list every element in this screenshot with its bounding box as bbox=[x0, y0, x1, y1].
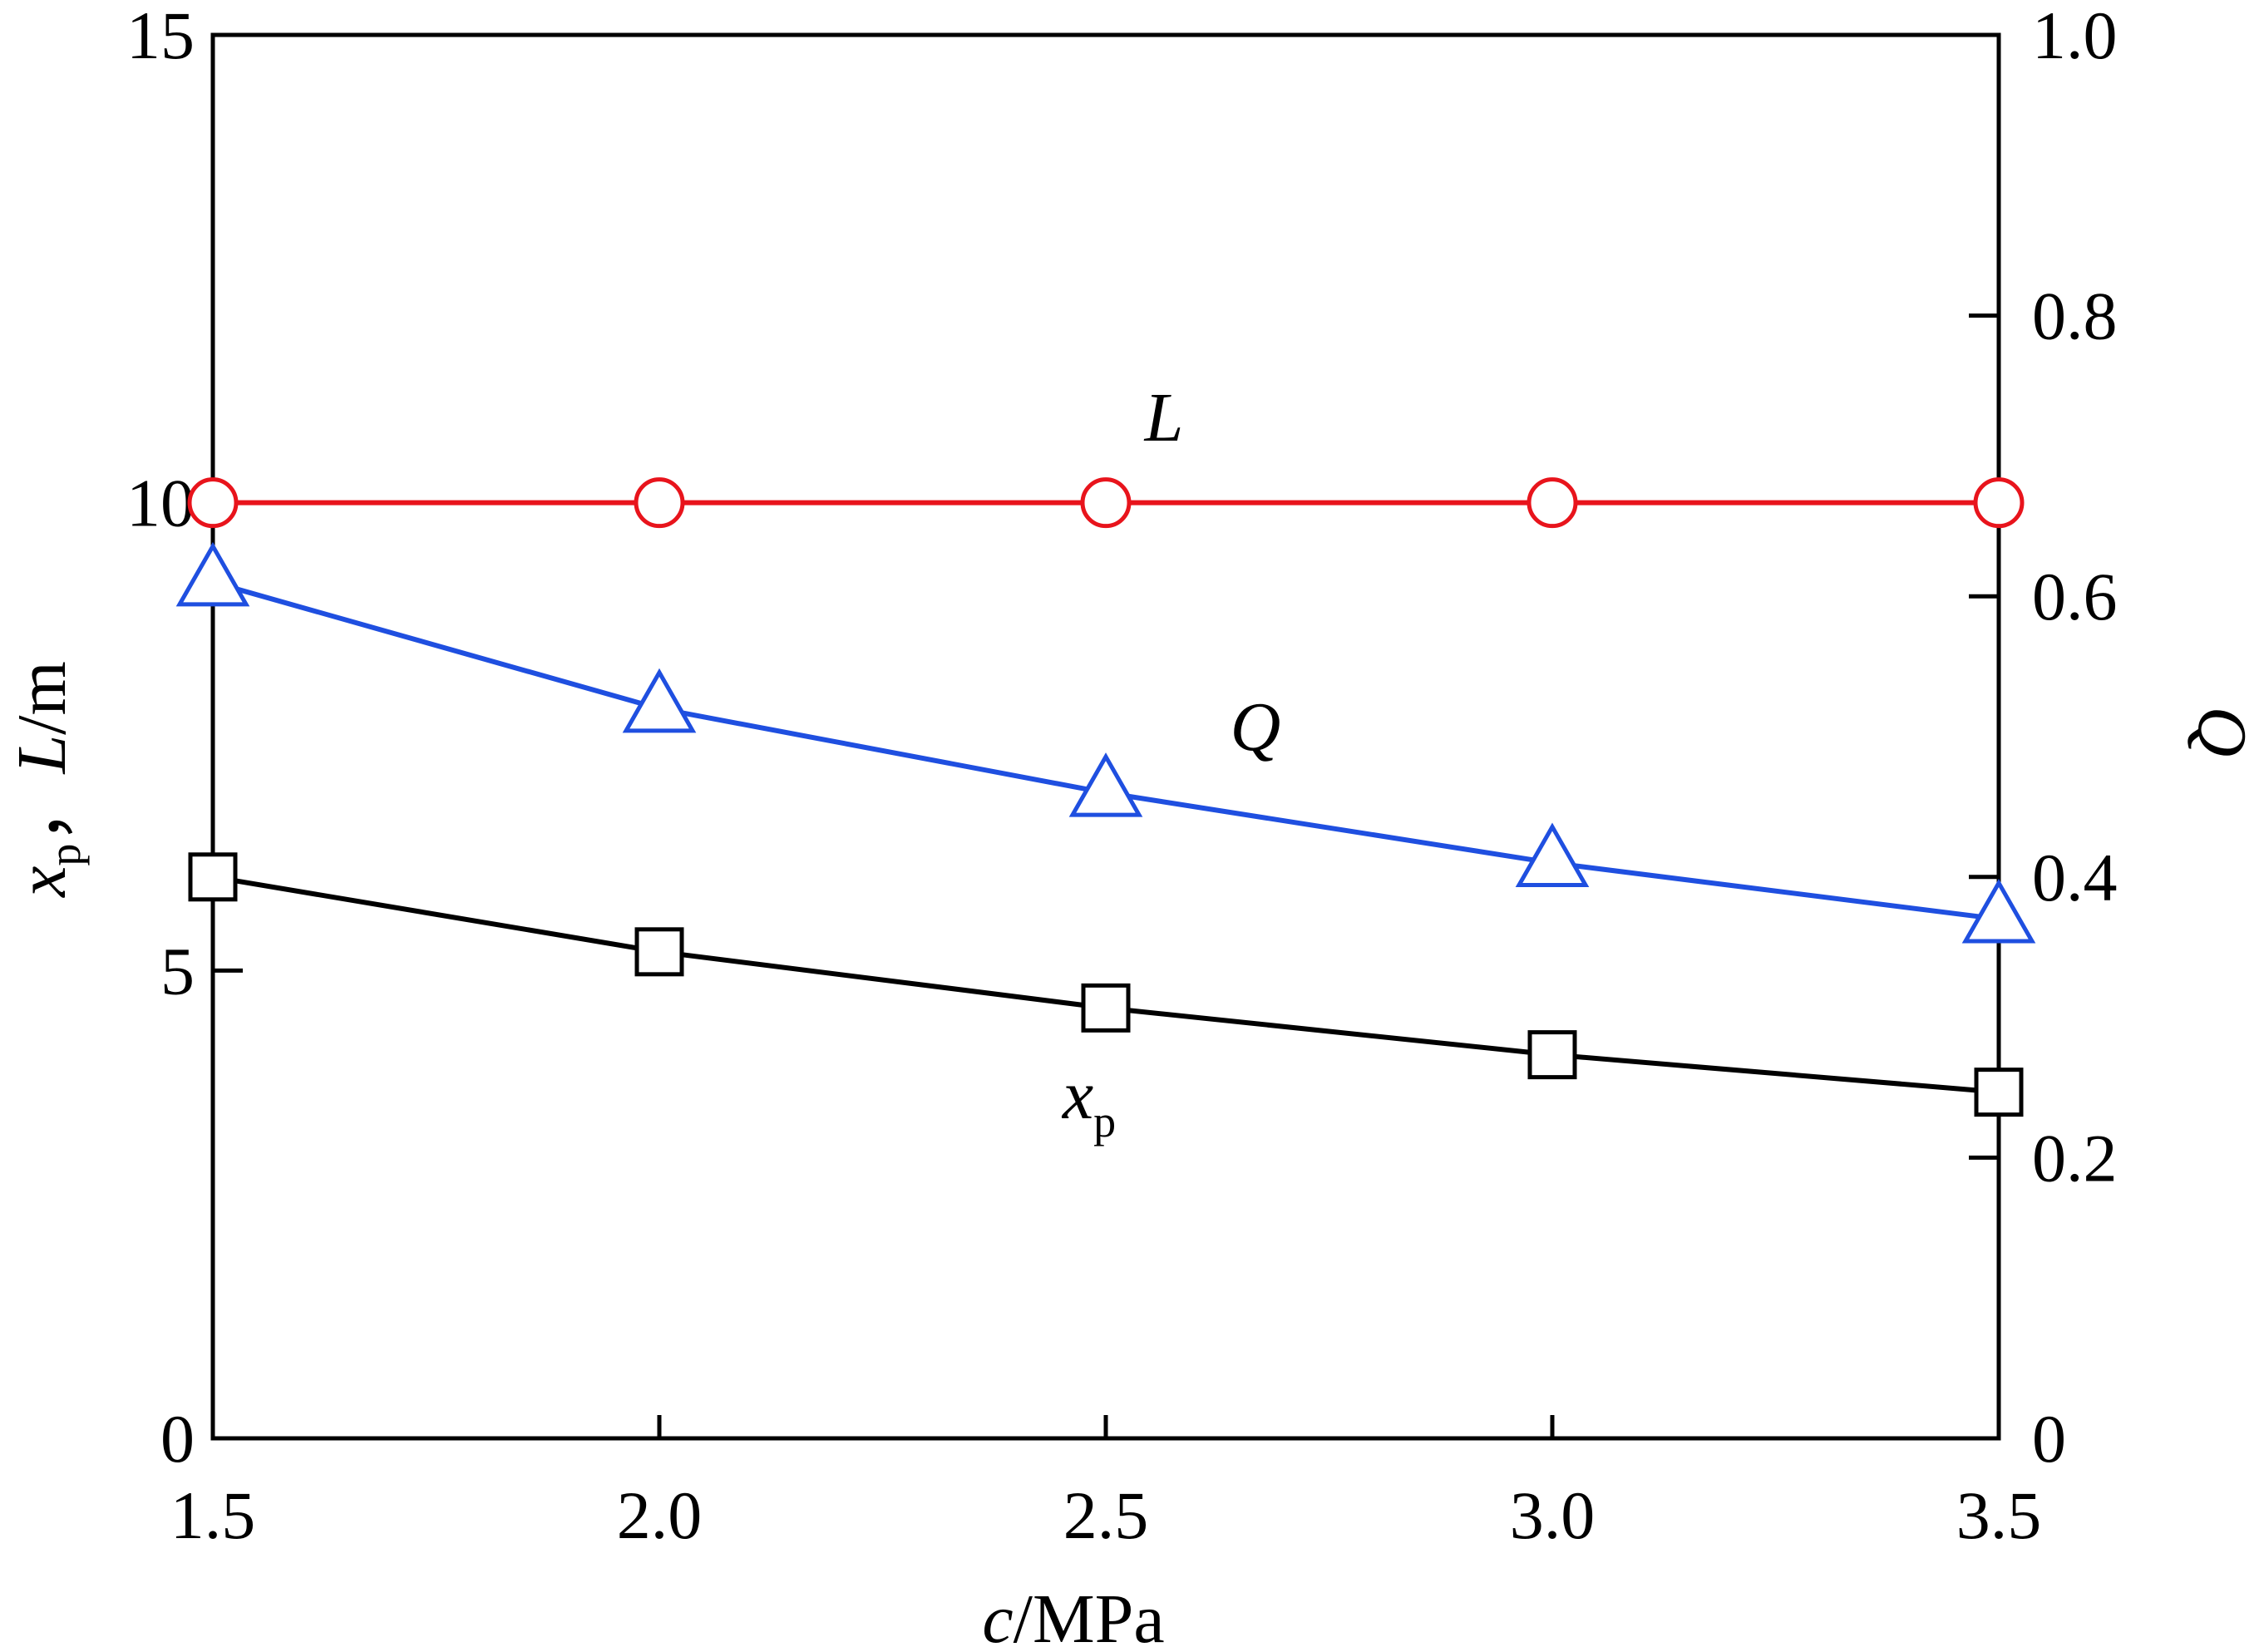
triangle-marker bbox=[1068, 752, 1143, 817]
circle-marker bbox=[1973, 477, 2025, 529]
annotation-xp: xp bbox=[1061, 1057, 1116, 1147]
triangle-marker bbox=[175, 541, 250, 607]
y-right-tick-label: 1.0 bbox=[2032, 0, 2118, 73]
series-L bbox=[187, 477, 2025, 529]
axis-labels: c/MPa xp，L/m Q bbox=[3, 661, 2261, 1652]
square-marker bbox=[188, 852, 238, 902]
x-tick-label: 3.0 bbox=[1510, 1477, 1596, 1553]
series-annotations: L Q xp bbox=[1061, 379, 1280, 1147]
y-left-tick-label: 10 bbox=[126, 466, 195, 541]
series-xp bbox=[188, 852, 2024, 1117]
y-right-tick-label: 0.4 bbox=[2032, 840, 2118, 915]
y-right-tick-label: 0 bbox=[2032, 1401, 2066, 1477]
square-marker bbox=[1081, 983, 1131, 1033]
x-tick-label: 3.5 bbox=[1956, 1477, 2042, 1553]
y-left-tick-label: 15 bbox=[126, 0, 195, 73]
y-axis-right-label: Q bbox=[2183, 707, 2261, 757]
y-right-tick-label: 0.8 bbox=[2032, 279, 2118, 354]
annotation-Q: Q bbox=[1231, 688, 1281, 766]
y-left-tick-label: 0 bbox=[160, 1401, 195, 1477]
x-tick-label: 2.0 bbox=[617, 1477, 703, 1553]
x-axis-label: c/MPa bbox=[982, 1580, 1164, 1652]
square-marker bbox=[1974, 1068, 2024, 1117]
circle-marker bbox=[1080, 477, 1132, 529]
y-left-tick-label: 5 bbox=[160, 933, 195, 1008]
triangle-marker bbox=[1515, 822, 1590, 888]
series-line bbox=[212, 579, 2000, 922]
plot-frame bbox=[210, 32, 2001, 1441]
square-marker bbox=[1527, 1030, 1577, 1080]
circle-marker bbox=[187, 477, 239, 529]
y-right-tick-label: 0.2 bbox=[2032, 1120, 2118, 1196]
triangle-marker bbox=[622, 668, 697, 733]
annotation-L: L bbox=[1144, 379, 1184, 456]
series-Q bbox=[175, 541, 2036, 944]
square-marker bbox=[634, 927, 684, 977]
triangle-marker bbox=[1961, 879, 2036, 944]
series-layer bbox=[175, 477, 2036, 1117]
x-tick-label: 1.5 bbox=[170, 1477, 256, 1553]
y-right-tick-label: 0.6 bbox=[2032, 559, 2118, 634]
x-tick-label: 2.5 bbox=[1063, 1477, 1149, 1553]
circle-marker bbox=[1527, 477, 1578, 529]
circle-marker bbox=[634, 477, 685, 529]
y-axis-left-label: xp，L/m bbox=[3, 661, 90, 899]
